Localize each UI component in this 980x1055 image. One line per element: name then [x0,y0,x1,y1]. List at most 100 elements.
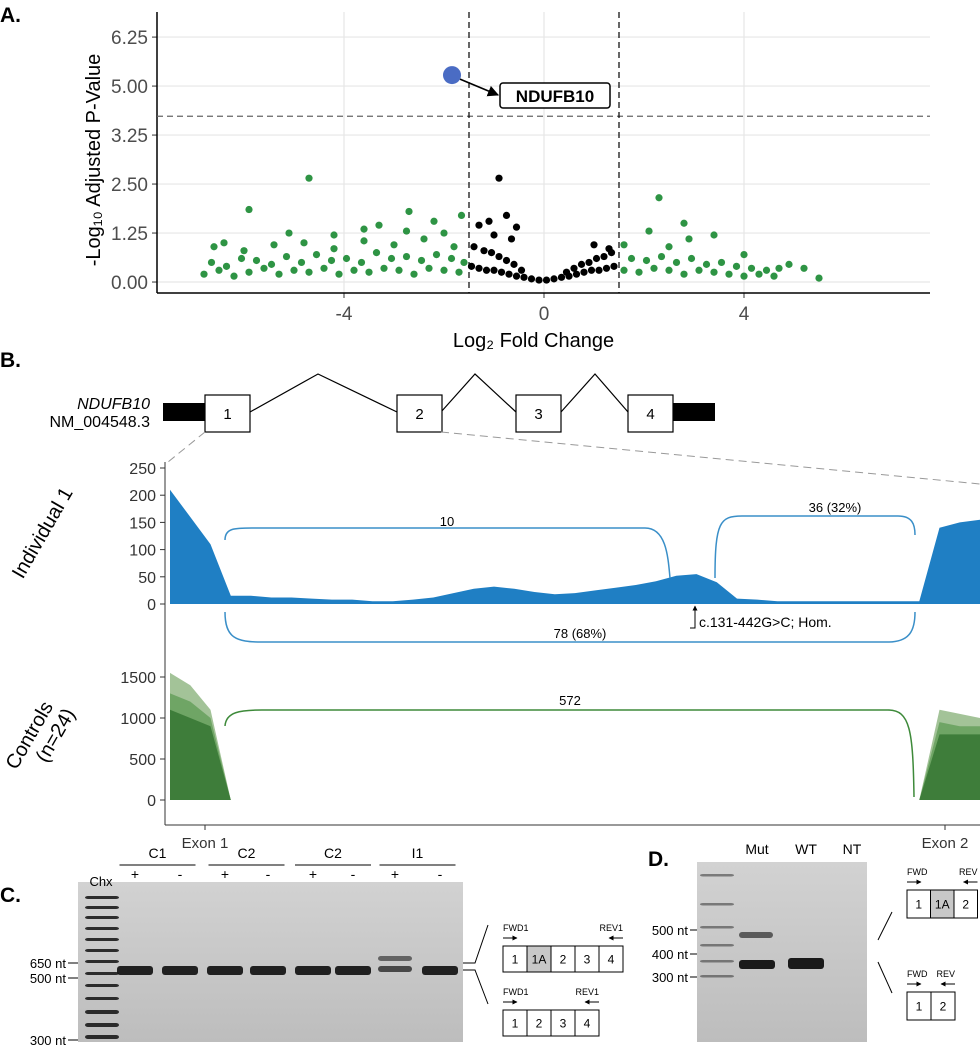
gel-band [700,960,734,963]
gel-band [85,997,119,1000]
gel-band [335,966,371,975]
lane-label: + [221,866,229,882]
point [657,252,666,261]
exon [598,945,624,973]
point [695,266,703,274]
point [245,205,253,214]
point [432,250,441,259]
point [717,258,726,267]
exon-label: 1 [512,953,519,967]
point [335,270,343,278]
point [220,239,228,247]
point [380,264,388,272]
panel-label: B. [0,349,21,372]
point [650,264,658,272]
exon-label: 1A [935,898,950,912]
gel-band [700,903,734,906]
point [620,241,628,249]
zoom-line [167,431,206,463]
lane-label: + [309,866,317,882]
gel-band [788,958,824,969]
point [655,194,663,202]
exon [204,394,251,433]
point [562,268,571,276]
exon-label: 2 [962,898,969,912]
point [467,262,476,270]
point [602,264,611,272]
point [485,217,493,225]
gel-band [117,966,153,975]
y-tick-label: 0.00 [111,273,148,294]
point [635,268,643,276]
junction-arc [714,515,916,579]
point [800,264,808,272]
point [470,243,478,251]
marker-label: 400 nt [652,947,689,962]
y-axis-title: -Log₁₀ Adjusted P-Value [83,54,105,267]
lane-label: - [178,866,183,882]
junction-label: 36 (32%) [809,500,862,515]
junction-arc [224,527,671,579]
intron [249,373,398,413]
point [390,241,398,249]
point [542,276,551,284]
point [595,266,603,274]
point [312,250,321,259]
point [665,243,673,251]
y-tick-label: 50 [138,570,156,587]
point [505,270,513,278]
point [460,258,468,267]
exon [526,945,552,973]
gel-band [700,975,734,978]
point [387,254,396,263]
point [527,275,536,283]
point [305,268,313,276]
point [402,252,411,261]
coverage-area [170,709,980,800]
point [495,252,503,261]
gel-band [85,1035,119,1039]
lane-group-label: C2 [238,845,256,861]
point [440,266,448,274]
primer-label: FWD [907,969,928,979]
gel-band [700,926,734,929]
point [430,217,438,225]
point [517,266,526,274]
gel-band [422,966,458,975]
lane-group-label: C1 [149,845,167,861]
point [300,239,308,247]
ladder-label: Chx [89,874,113,889]
point [512,272,521,280]
exon-label: 1A [532,953,547,967]
x-tick-label: 4 [739,304,750,325]
exon [515,394,562,433]
exon-label: 2 [940,1000,947,1014]
gel-band [85,938,119,941]
point [497,268,506,276]
point [590,241,598,249]
intron [560,373,629,413]
intron [440,373,517,413]
point [815,274,823,282]
point [455,268,463,276]
marker-label: 300 nt [652,970,689,985]
point [260,264,268,272]
point [420,235,428,243]
gel-band [85,916,119,919]
point [665,266,673,274]
connector [877,961,893,994]
exon-label: 3 [534,406,542,423]
utr [163,403,205,421]
y-tick-label: 0 [147,793,156,810]
point [360,225,368,233]
lane-group-label: C2 [324,845,342,861]
point [475,221,483,229]
gel-band [739,960,775,969]
point [285,229,293,237]
exon-label: 1 [512,1017,519,1031]
point [740,272,748,280]
point [620,266,628,274]
point [275,270,283,278]
point [502,256,511,265]
point [480,247,488,255]
